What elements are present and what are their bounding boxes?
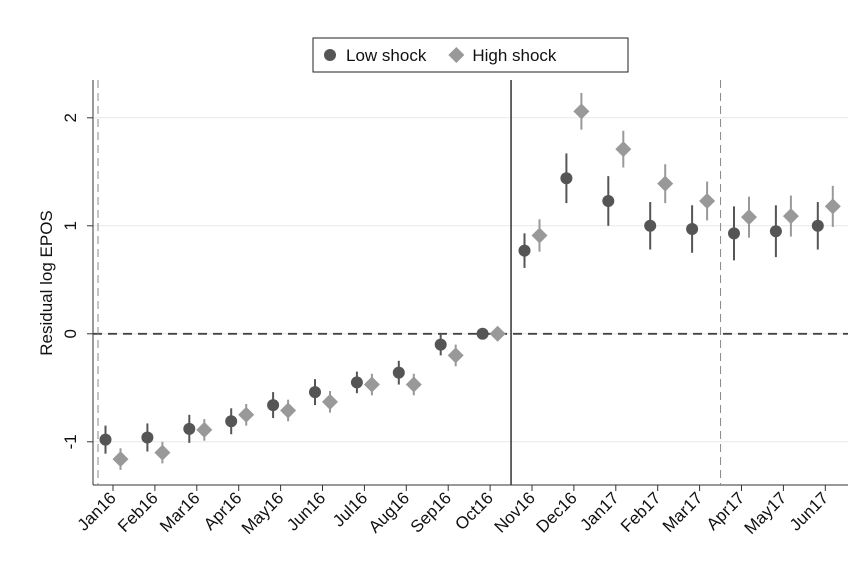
x-tick-label: May17 — [741, 488, 791, 538]
point — [183, 422, 196, 435]
point — [741, 209, 757, 226]
point — [309, 386, 321, 399]
point — [769, 225, 782, 238]
x-tick-label: Apr17 — [703, 488, 749, 534]
y-axis-label: Residual log EPOS — [37, 210, 56, 356]
point — [476, 327, 489, 340]
point — [405, 376, 422, 393]
x-tick-label: Mar16 — [156, 488, 204, 536]
point — [657, 175, 674, 192]
point — [448, 47, 465, 63]
point — [196, 421, 213, 438]
point — [782, 208, 799, 225]
point — [811, 219, 824, 232]
point — [434, 338, 447, 351]
x-tick-label: Feb17 — [617, 488, 665, 536]
point — [560, 172, 573, 185]
point — [573, 103, 590, 120]
point — [392, 366, 405, 379]
point — [699, 192, 716, 209]
point — [824, 198, 841, 215]
x-tick-label: Mar17 — [659, 488, 707, 536]
y-tick-label: 2 — [61, 113, 80, 122]
point — [686, 223, 699, 236]
y-tick-label: 0 — [61, 329, 80, 338]
point — [280, 402, 297, 419]
point — [154, 444, 171, 461]
y-tick-label: 1 — [61, 221, 80, 230]
point — [99, 433, 112, 446]
point — [615, 141, 632, 158]
point — [728, 227, 740, 240]
point — [531, 227, 548, 244]
point — [363, 376, 380, 393]
x-tick-label: Aug16 — [365, 488, 413, 536]
point — [602, 194, 615, 207]
x-tick-label: Jan16 — [74, 488, 120, 534]
legend-label: Low shock — [346, 46, 427, 65]
point — [644, 219, 657, 232]
x-tick-label: Nov16 — [491, 488, 539, 536]
point — [322, 393, 338, 410]
point — [267, 399, 280, 412]
x-tick-label: Sep16 — [407, 488, 455, 536]
x-tick-label: Jan17 — [576, 488, 622, 534]
point — [489, 325, 506, 342]
point — [141, 431, 154, 444]
point — [324, 49, 336, 61]
point — [350, 376, 363, 389]
x-tick-label: Dec16 — [533, 488, 581, 536]
point — [238, 406, 255, 423]
y-tick-label: -1 — [61, 434, 80, 449]
point — [112, 451, 129, 468]
x-tick-label: Jun16 — [283, 488, 329, 534]
point — [518, 244, 531, 257]
point — [447, 347, 464, 364]
x-tick-label: Feb16 — [114, 488, 162, 536]
legend-box — [312, 37, 629, 73]
x-tick-label: May16 — [238, 488, 288, 538]
point — [225, 415, 238, 428]
x-tick-label: Jun17 — [786, 488, 832, 534]
x-tick-label: Apr16 — [200, 488, 246, 534]
legend-label: High shock — [472, 46, 557, 65]
x-tick-label: Oct16 — [451, 488, 497, 534]
